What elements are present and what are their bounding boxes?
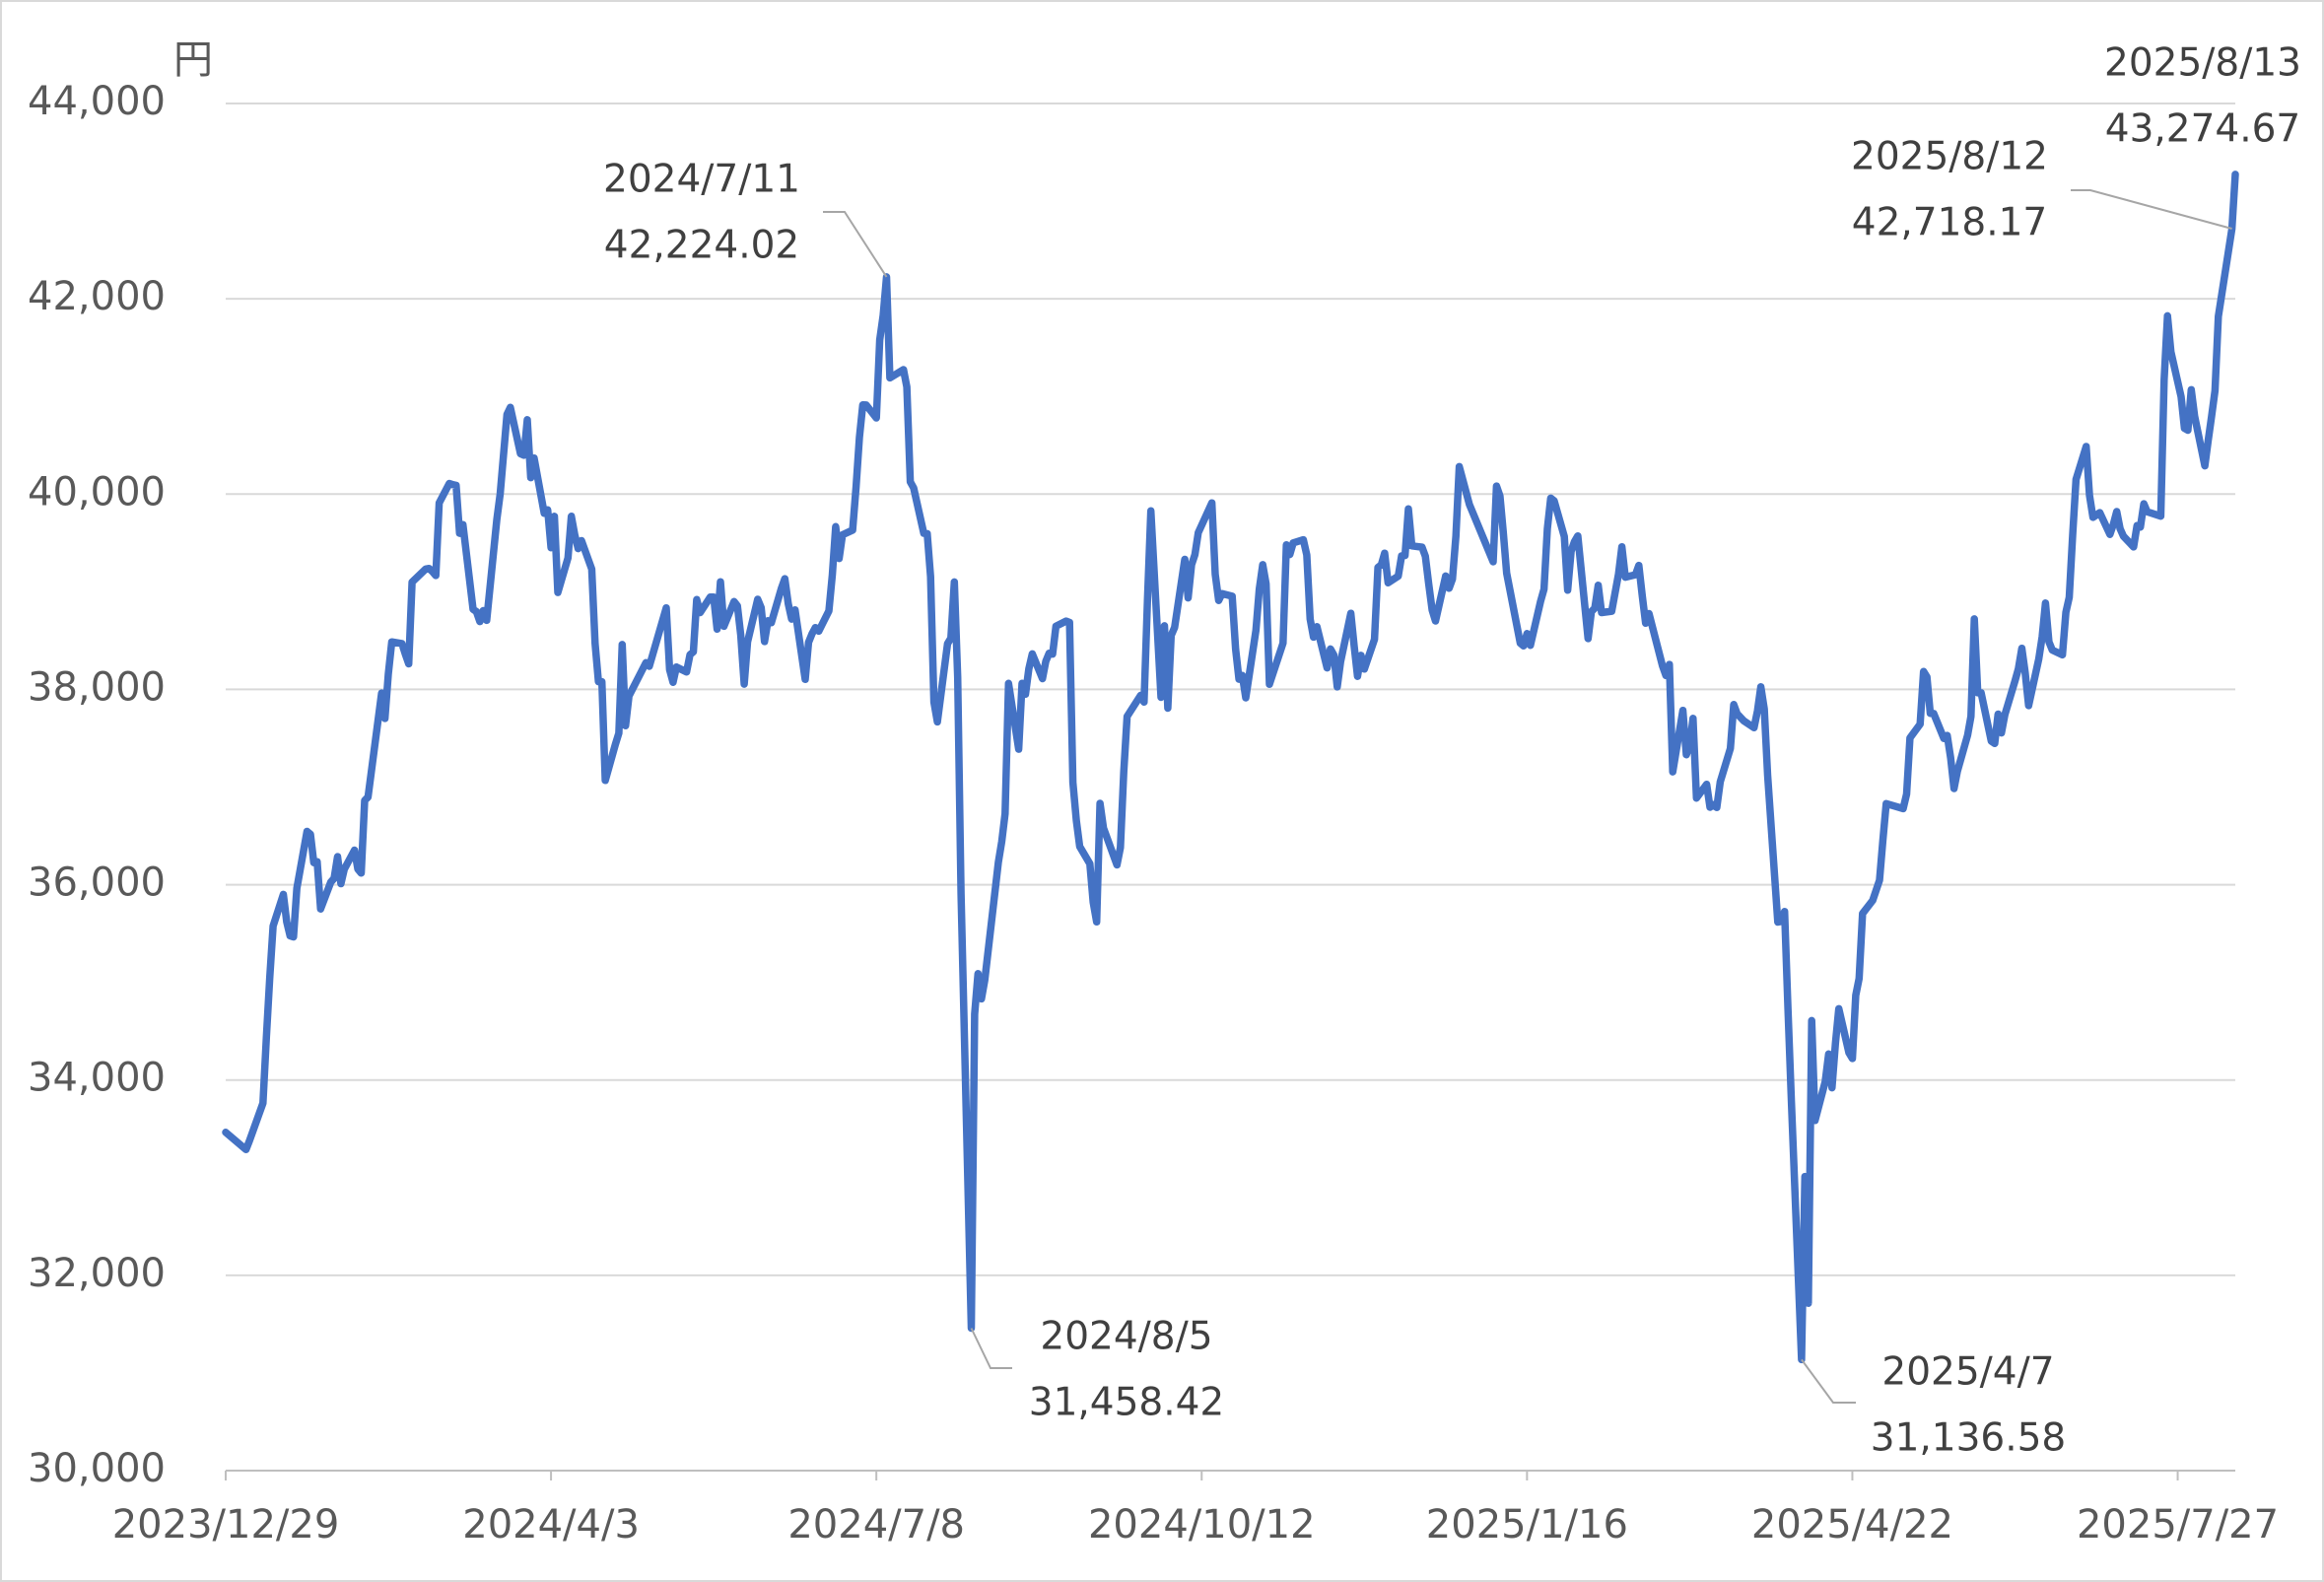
annotation-label: 31,458.42 xyxy=(1029,1381,1225,1425)
annotation-label: 2024/7/11 xyxy=(603,158,800,202)
y-tick-label: 36,000 xyxy=(28,860,166,906)
annotation-leader xyxy=(970,1328,1012,1369)
annotation-label: 42,224.02 xyxy=(604,224,800,268)
annotation-label: 42,718.17 xyxy=(1852,201,2048,245)
x-tick-label: 2024/7/8 xyxy=(787,1502,965,1548)
annotation-label: 2024/8/5 xyxy=(1040,1315,1212,1359)
y-axis-unit: 円 xyxy=(173,37,213,83)
x-tick-label: 2025/1/16 xyxy=(1426,1502,1628,1548)
x-tick-label: 2024/10/12 xyxy=(1088,1502,1316,1548)
annotation-leader xyxy=(823,211,888,278)
x-tick-label: 2025/7/27 xyxy=(2077,1502,2279,1548)
annotation-leader xyxy=(2071,189,2232,230)
y-tick-label: 44,000 xyxy=(28,79,166,124)
y-tick-label: 38,000 xyxy=(28,664,166,710)
x-tick-label: 2024/4/3 xyxy=(462,1502,640,1548)
y-tick-label: 32,000 xyxy=(28,1251,166,1296)
y-tick-label: 42,000 xyxy=(28,274,166,319)
y-tick-label: 40,000 xyxy=(28,469,166,515)
annotation-label: 2025/8/13 xyxy=(2104,41,2301,86)
annotation-leader xyxy=(1801,1358,1856,1404)
x-tick-label: 2023/12/29 xyxy=(112,1502,340,1548)
price-line xyxy=(222,171,2239,1364)
annotation-label: 2025/8/12 xyxy=(1851,135,2048,179)
x-tick-label: 2025/4/22 xyxy=(1751,1502,1953,1548)
annotation-label: 43,274.67 xyxy=(2105,107,2301,152)
y-tick-label: 34,000 xyxy=(28,1056,166,1101)
annotation-label: 31,136.58 xyxy=(1871,1416,2067,1461)
annotation-label: 2025/4/7 xyxy=(1881,1350,2054,1395)
y-tick-label: 30,000 xyxy=(28,1446,166,1491)
